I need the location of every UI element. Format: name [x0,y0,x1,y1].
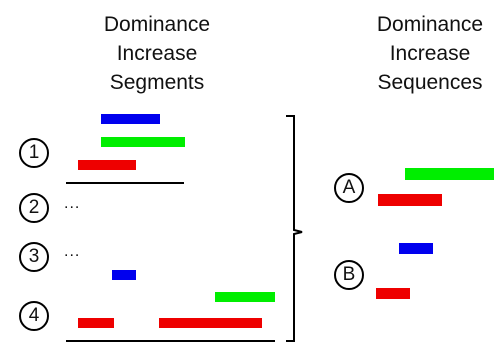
segment-3-marker: 3 [19,242,49,272]
segment-1-marker: 1 [19,138,49,168]
sequences-title-line-1: Dominance [376,13,484,36]
segment-4-green-bar [215,292,275,302]
segment-1-green-bar [101,137,185,147]
segments-title-line-3: Segments [109,71,205,94]
segment-4-marker: 4 [19,301,49,331]
segment-4-red-bar-2 [159,318,262,328]
segment-4-baseline [66,340,275,342]
sequences-title: Dominance Increase Sequences [355,10,494,97]
segment-3-blue-bar [112,270,136,280]
sequence-b-marker: B [334,260,364,290]
segment-1-blue-bar [101,114,160,124]
sequence-a-marker: A [334,173,364,203]
sequence-b-blue-bar [399,243,433,254]
segment-3-ellipsis: ... [64,243,81,260]
segments-title-line-1: Dominance [103,13,211,36]
sequence-b-red-bar [376,288,410,299]
sequences-title-line-2: Increase [389,42,471,65]
segment-2-marker: 2 [19,193,49,223]
segments-title: Dominance Increase Segments [72,10,242,97]
segment-1-baseline [66,182,184,184]
sequence-a-green-bar [405,168,494,180]
segments-title-line-2: Increase [116,42,198,65]
sequences-title-line-3: Sequences [377,71,483,94]
segment-2-ellipsis: ... [64,195,81,212]
sequence-a-red-bar [378,194,442,206]
segment-1-red-bar [78,160,136,170]
segment-4-red-bar-1 [78,318,114,328]
